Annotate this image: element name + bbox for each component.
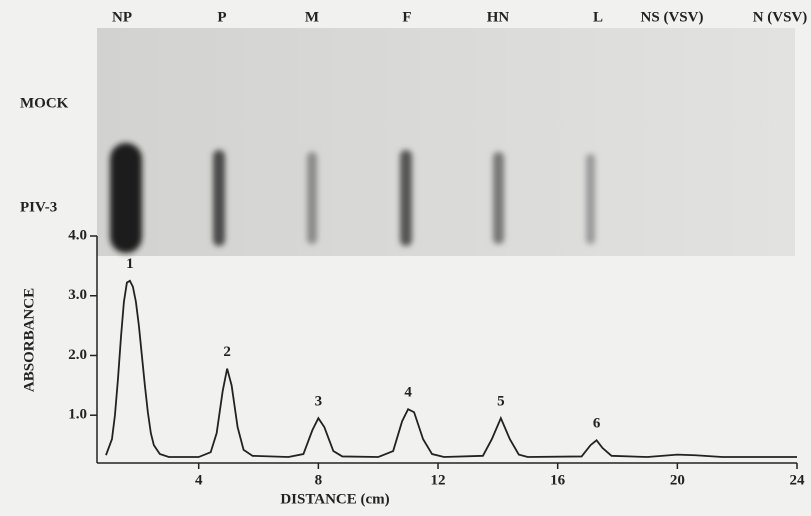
row-label: PIV-3 bbox=[20, 199, 57, 215]
lane-label: P bbox=[217, 9, 226, 25]
lane-label: L bbox=[593, 9, 603, 25]
y-tick-label: 4.0 bbox=[68, 227, 87, 243]
lane-label: HN bbox=[487, 9, 510, 25]
peak-label: 6 bbox=[593, 416, 601, 432]
peak-label: 2 bbox=[223, 344, 231, 360]
y-tick-label: 3.0 bbox=[68, 287, 87, 303]
x-tick-label: 12 bbox=[431, 472, 446, 488]
gel-image bbox=[97, 28, 795, 256]
peak-label: 1 bbox=[126, 256, 134, 272]
y-tick-label: 2.0 bbox=[68, 347, 87, 363]
x-tick-label: 16 bbox=[550, 472, 566, 488]
x-tick-label: 20 bbox=[670, 472, 685, 488]
lane-label: N (VSV) bbox=[753, 9, 808, 25]
trace bbox=[106, 281, 797, 457]
x-tick-label: 8 bbox=[315, 472, 323, 488]
y-tick-label: 1.0 bbox=[68, 407, 87, 423]
peak-label: 5 bbox=[497, 394, 505, 410]
figure: DISTANCE (cm) ABSORBANCE NP P M F HN L NS (VSV… bbox=[0, 0, 811, 516]
peak-label: 4 bbox=[404, 385, 412, 401]
row-label: MOCK bbox=[20, 95, 69, 111]
peak-label: 3 bbox=[315, 394, 323, 410]
lane-label: NP bbox=[112, 9, 132, 25]
lane-label: NS (VSV) bbox=[641, 9, 704, 25]
x-axis-label: DISTANCE (cm) bbox=[280, 491, 389, 507]
x-tick-label: 24 bbox=[790, 472, 806, 488]
x-tick-label: 4 bbox=[195, 472, 203, 488]
y-axis-label: ABSORBANCE bbox=[21, 288, 37, 392]
lane-label: F bbox=[402, 9, 411, 25]
lane-label: M bbox=[305, 9, 319, 25]
